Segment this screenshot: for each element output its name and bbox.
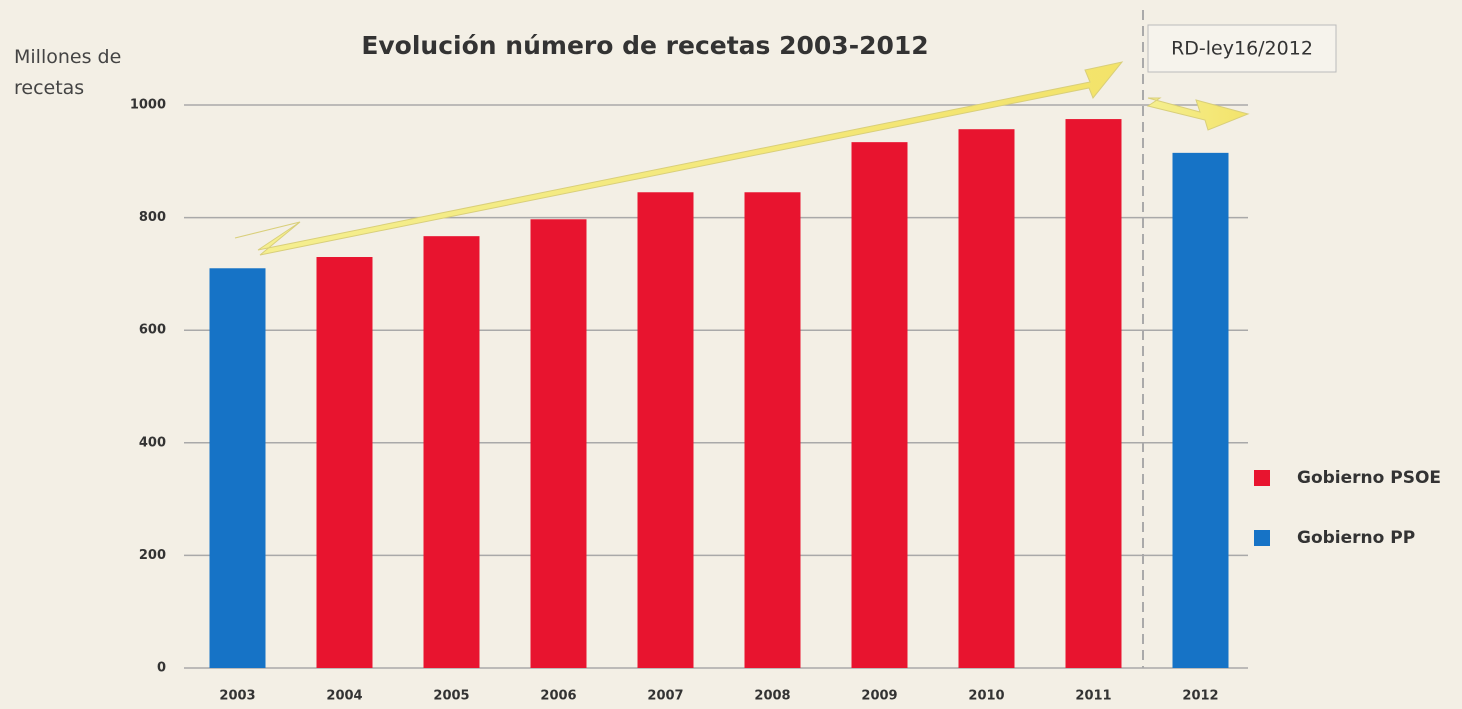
bar [958, 129, 1015, 669]
x-tick-label: 2012 [1182, 689, 1218, 704]
bar [1065, 119, 1122, 668]
y-tick-label: 400 [139, 435, 166, 450]
x-tick-label: 2006 [540, 689, 576, 704]
y-tick-label: 1000 [130, 98, 166, 113]
chart-title: Evolución número de recetas 2003-2012 [361, 31, 928, 60]
x-tick-label: 2005 [433, 689, 469, 704]
legend-label: Gobierno PP [1297, 528, 1415, 548]
bar [744, 192, 801, 668]
x-tick-label: 2003 [219, 689, 255, 704]
annotation-box [1147, 24, 1337, 73]
x-tick-label: 2007 [647, 689, 683, 704]
legend-label: Gobierno PSOE [1297, 468, 1441, 488]
forecast-arrow [1146, 97, 1250, 131]
y-tick-label: 600 [139, 323, 166, 338]
annotation: RD-ley16/2012 [1171, 38, 1313, 60]
y-tick-label: 0 [157, 661, 166, 676]
y-axis-label: Millones de recetas [14, 46, 122, 99]
y-tick-label: 200 [139, 548, 166, 563]
bar [851, 142, 908, 668]
trend-arrow [234, 61, 1124, 256]
x-tick-label: 2009 [861, 689, 897, 704]
bar [423, 236, 480, 668]
x-tick-label: 2010 [968, 689, 1004, 704]
bar [316, 257, 373, 668]
y-tick-label: 800 [139, 210, 166, 225]
legend-swatch [1254, 530, 1270, 546]
bar [1172, 152, 1229, 669]
legend-swatch [1254, 470, 1270, 486]
bar [637, 192, 694, 668]
x-tick-label: 2011 [1075, 689, 1111, 704]
bar [530, 219, 587, 668]
bar [209, 268, 266, 668]
x-tick-label: 2004 [326, 689, 362, 704]
x-tick-label: 2008 [754, 689, 790, 704]
